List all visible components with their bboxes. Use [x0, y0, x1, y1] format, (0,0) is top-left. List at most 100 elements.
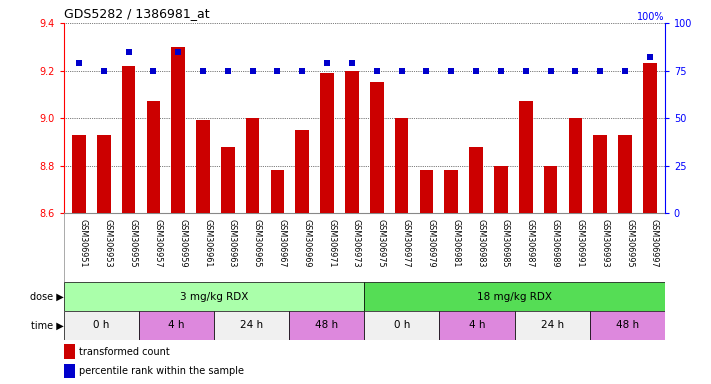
- Point: [644, 54, 656, 60]
- Bar: [64, 213, 665, 282]
- Bar: [439, 311, 515, 340]
- Bar: [289, 311, 365, 340]
- Text: 4 h: 4 h: [469, 320, 486, 331]
- Text: 18 mg/kg RDX: 18 mg/kg RDX: [477, 291, 552, 302]
- Point: [198, 68, 209, 74]
- Bar: [296, 130, 309, 213]
- Bar: [469, 147, 483, 213]
- Point: [371, 68, 383, 74]
- Point: [321, 60, 333, 66]
- Point: [594, 68, 606, 74]
- Point: [148, 68, 159, 74]
- Bar: [643, 63, 657, 213]
- Bar: [444, 170, 458, 213]
- Point: [247, 68, 258, 74]
- Bar: [345, 71, 359, 213]
- Text: GSM306987: GSM306987: [525, 218, 535, 267]
- Point: [520, 68, 531, 74]
- Bar: [494, 166, 508, 213]
- Point: [545, 68, 556, 74]
- Text: GSM306967: GSM306967: [277, 218, 287, 267]
- Text: GSM306965: GSM306965: [252, 218, 262, 267]
- Point: [446, 68, 457, 74]
- Text: GSM306971: GSM306971: [327, 218, 336, 267]
- Bar: [589, 311, 665, 340]
- Text: GSM306991: GSM306991: [575, 218, 584, 267]
- Bar: [271, 170, 284, 213]
- Text: GSM306957: GSM306957: [154, 218, 162, 267]
- Bar: [171, 47, 185, 213]
- Bar: [214, 311, 289, 340]
- Text: 0 h: 0 h: [93, 320, 109, 331]
- Text: GSM306969: GSM306969: [302, 218, 311, 267]
- Point: [396, 68, 407, 74]
- Text: GSM306973: GSM306973: [352, 218, 361, 267]
- Text: GSM306953: GSM306953: [104, 218, 113, 267]
- Text: 24 h: 24 h: [540, 320, 564, 331]
- Point: [123, 48, 134, 55]
- Bar: [146, 101, 160, 213]
- Text: GSM306955: GSM306955: [129, 218, 137, 267]
- Text: GSM306997: GSM306997: [650, 218, 659, 267]
- Text: percentile rank within the sample: percentile rank within the sample: [79, 366, 244, 376]
- Text: GSM306981: GSM306981: [451, 218, 460, 267]
- Text: GDS5282 / 1386981_at: GDS5282 / 1386981_at: [64, 7, 210, 20]
- Text: GSM306983: GSM306983: [476, 218, 485, 267]
- Bar: [64, 364, 75, 378]
- Point: [272, 68, 283, 74]
- Point: [619, 68, 631, 74]
- Point: [471, 68, 482, 74]
- Text: dose ▶: dose ▶: [30, 291, 63, 302]
- Text: GSM306975: GSM306975: [377, 218, 386, 267]
- Point: [222, 68, 233, 74]
- Point: [98, 68, 109, 74]
- Bar: [139, 311, 214, 340]
- Text: 0 h: 0 h: [394, 320, 410, 331]
- Bar: [365, 311, 439, 340]
- Text: GSM306985: GSM306985: [501, 218, 510, 267]
- Text: 48 h: 48 h: [616, 320, 638, 331]
- Bar: [519, 101, 533, 213]
- Bar: [221, 147, 235, 213]
- Text: 100%: 100%: [637, 12, 665, 22]
- Point: [73, 60, 85, 66]
- Text: GSM306977: GSM306977: [402, 218, 411, 267]
- Bar: [321, 73, 334, 213]
- Bar: [64, 311, 139, 340]
- Text: time ▶: time ▶: [31, 320, 63, 331]
- Bar: [64, 282, 365, 311]
- Bar: [370, 83, 384, 213]
- Text: GSM306951: GSM306951: [79, 218, 88, 267]
- Text: 48 h: 48 h: [315, 320, 338, 331]
- Point: [496, 68, 507, 74]
- Point: [570, 68, 581, 74]
- Text: GSM306979: GSM306979: [427, 218, 435, 267]
- Bar: [395, 118, 408, 213]
- Text: 24 h: 24 h: [240, 320, 263, 331]
- Bar: [64, 344, 75, 359]
- Bar: [569, 118, 582, 213]
- Bar: [246, 118, 260, 213]
- Text: GSM306959: GSM306959: [178, 218, 187, 267]
- Text: 4 h: 4 h: [169, 320, 185, 331]
- Bar: [122, 66, 135, 213]
- Bar: [365, 282, 665, 311]
- Text: GSM306989: GSM306989: [550, 218, 560, 267]
- Bar: [419, 170, 433, 213]
- Bar: [196, 121, 210, 213]
- Bar: [544, 166, 557, 213]
- Bar: [619, 135, 632, 213]
- Text: 3 mg/kg RDX: 3 mg/kg RDX: [180, 291, 248, 302]
- Text: GSM306995: GSM306995: [625, 218, 634, 267]
- Text: GSM306963: GSM306963: [228, 218, 237, 267]
- Point: [296, 68, 308, 74]
- Bar: [97, 135, 110, 213]
- Bar: [72, 135, 86, 213]
- Text: transformed count: transformed count: [79, 347, 170, 357]
- Point: [173, 48, 184, 55]
- Bar: [594, 135, 607, 213]
- Point: [346, 60, 358, 66]
- Bar: [515, 311, 589, 340]
- Text: GSM306961: GSM306961: [203, 218, 212, 267]
- Text: GSM306993: GSM306993: [600, 218, 609, 267]
